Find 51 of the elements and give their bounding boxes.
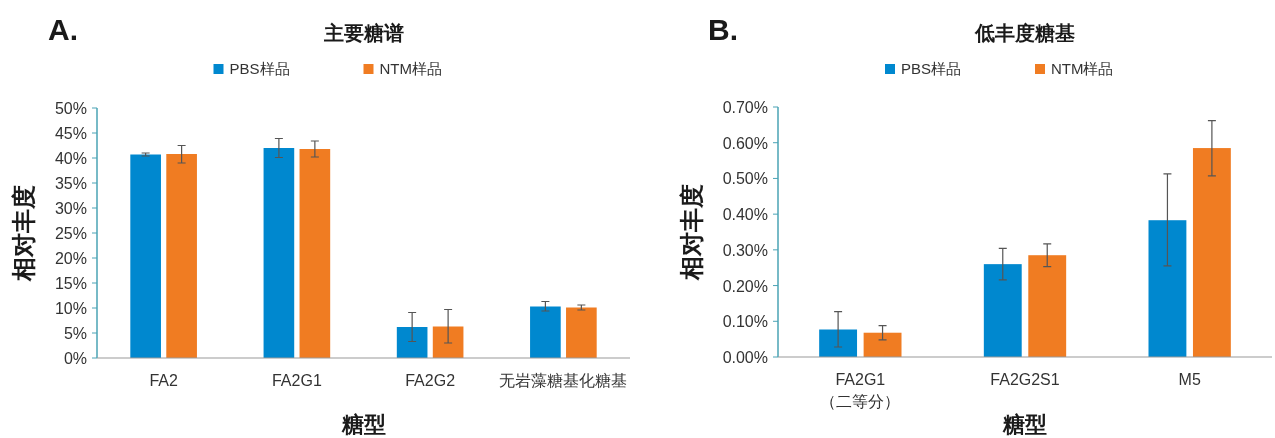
x-tick-label: 无岩藻糖基化糖基 (499, 372, 628, 389)
x-tick-label: FA2G1 (271, 372, 322, 389)
y-tick-label: 20% (54, 250, 87, 267)
bar (1028, 255, 1067, 357)
y-tick-label: 0.10% (722, 313, 768, 331)
legend-label: NTM样品 (1051, 60, 1114, 77)
x-tick-label: FA2 (149, 372, 178, 389)
x-tick-label: FA2G2S1 (990, 371, 1060, 388)
bar (166, 154, 197, 358)
y-tick-label: 0.50% (722, 170, 768, 188)
bar (130, 154, 161, 358)
legend-label: PBS样品 (901, 60, 962, 77)
y-tick-label: 45% (54, 125, 87, 142)
y-tick-label: 30% (54, 200, 87, 217)
bar (819, 329, 858, 357)
bar (566, 307, 597, 358)
x-tick-label: M5 (1178, 371, 1201, 388)
y-tick-label: 10% (54, 300, 87, 317)
y-tick-label: 5% (63, 325, 87, 342)
y-tick-label: 0.30% (722, 241, 768, 259)
bar (299, 149, 331, 358)
legend-label: NTM样品 (379, 60, 442, 77)
y-tick-label: 0.60% (722, 134, 768, 152)
bar (396, 327, 428, 358)
y-tick-label: 25% (54, 225, 87, 242)
y-axis-title: 相对丰度 (10, 185, 37, 282)
x-tick-label: FA2G2 (405, 372, 456, 389)
y-tick-label: 0.00% (722, 349, 768, 366)
y-tick-label: 0.70% (722, 99, 768, 116)
x-tick-label: FA2G1 （二等分） (820, 371, 901, 410)
y-tick-label: 15% (54, 275, 87, 292)
legend-label: PBS样品 (229, 60, 290, 77)
x-axis-title: 糖型 (1002, 412, 1047, 437)
bar (863, 332, 902, 357)
chart-title: 主要糖谱 (322, 22, 404, 44)
y-tick-label: 35% (54, 175, 87, 192)
y-tick-label: 0% (63, 350, 87, 367)
bar (1192, 148, 1231, 357)
text: A. (48, 13, 78, 46)
bar (983, 264, 1022, 357)
y-tick-label: 40% (54, 150, 87, 167)
bar (263, 148, 295, 358)
chart-title: 低丰度糖基 (974, 22, 1075, 44)
y-tick-label: 0.40% (722, 206, 768, 224)
y-tick-label: 0.20% (722, 277, 768, 295)
text: B. (708, 13, 738, 46)
y-axis-title: 相对丰度 (678, 184, 705, 281)
y-tick-label: 50% (54, 100, 87, 117)
bar (1148, 220, 1187, 357)
x-axis-title: 糖型 (340, 412, 386, 437)
bar (530, 306, 561, 358)
